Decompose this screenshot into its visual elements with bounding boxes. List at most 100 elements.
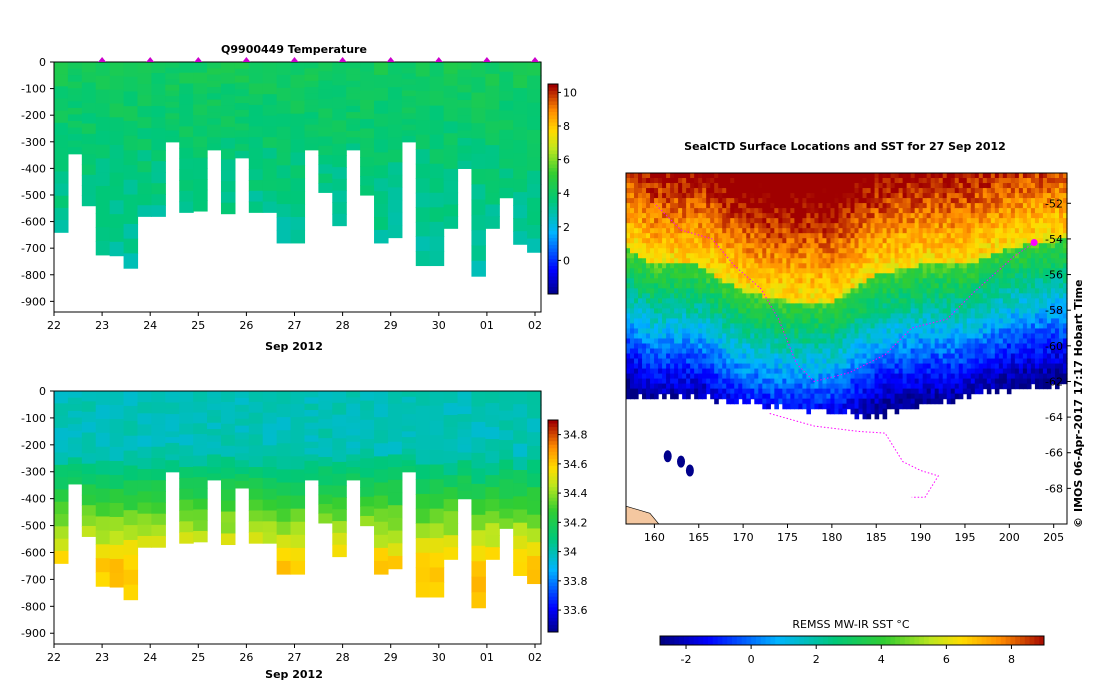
heat-cell <box>165 408 180 415</box>
sst-cell <box>922 208 928 214</box>
sst-cell <box>802 333 808 340</box>
sst-cell <box>722 173 727 179</box>
sst-cell <box>806 193 812 199</box>
sst-cell <box>934 283 940 289</box>
sst-cell <box>866 243 872 249</box>
heat-cell <box>290 152 306 166</box>
sst-cell <box>810 313 816 320</box>
sst-cell <box>922 328 928 335</box>
sst-cell <box>738 218 743 224</box>
heat-cell <box>290 404 306 418</box>
sst-cell <box>790 393 795 400</box>
sst-cell <box>834 223 840 229</box>
sst-cell <box>626 358 631 365</box>
heat-cell <box>401 391 417 398</box>
sst-cell <box>846 228 852 234</box>
heat-cell <box>318 475 333 486</box>
sst-cell <box>702 368 707 375</box>
sst-cell <box>918 278 924 284</box>
sst-cell <box>906 313 912 320</box>
sst-cell <box>754 323 759 330</box>
colorbar-cell <box>548 280 558 284</box>
sst-cell <box>762 213 767 219</box>
heat-cell <box>165 431 180 438</box>
sst-cell <box>714 278 719 284</box>
sst-cell <box>734 318 739 325</box>
sst-cell <box>934 173 940 179</box>
heat-cell <box>318 428 333 439</box>
sst-cell <box>662 303 667 309</box>
heat-cell <box>234 453 250 461</box>
sst-cell <box>642 243 647 249</box>
sst-cell <box>734 353 739 360</box>
sst-cell <box>810 183 816 189</box>
sst-cell <box>694 303 699 309</box>
sst-cell <box>666 283 671 289</box>
sst-cell <box>918 273 924 279</box>
sst-cell <box>770 183 775 189</box>
sst-cell <box>902 298 908 304</box>
sst-cell <box>694 368 699 375</box>
sst-cell <box>714 353 719 360</box>
heat-cell <box>123 391 139 407</box>
sst-cell <box>718 218 723 224</box>
heat-cell <box>248 401 264 414</box>
sst-cell <box>938 358 944 365</box>
sst-cell <box>690 253 695 259</box>
sst-cell <box>710 243 715 249</box>
sst-cell <box>794 403 799 410</box>
heat-cell <box>513 166 528 180</box>
sst-cell <box>806 353 812 360</box>
sst-cell <box>662 383 667 390</box>
heat-cell <box>54 134 69 148</box>
sst-cell <box>750 273 755 279</box>
sst-cell <box>902 188 908 194</box>
sst-cell <box>874 408 880 415</box>
sst-cell <box>762 398 767 405</box>
sst-cell <box>866 378 872 385</box>
sst-cell <box>670 183 675 189</box>
sst-cell <box>938 343 944 350</box>
heat-cell <box>109 516 125 532</box>
sst-cell <box>778 323 783 330</box>
sst-cell <box>918 178 924 184</box>
sst-cell <box>726 268 731 274</box>
heat-cell <box>151 139 166 151</box>
sst-cell <box>798 378 803 385</box>
sst-cell <box>686 253 691 259</box>
sst-cell <box>726 178 731 184</box>
sst-cell <box>906 298 912 304</box>
heat-cell <box>81 174 97 186</box>
sst-cell <box>894 213 900 219</box>
sst-cell <box>714 268 719 274</box>
heat-cell <box>262 391 278 403</box>
sst-cell <box>650 338 655 345</box>
x-tick-label: 29 <box>384 319 398 332</box>
heat-cell <box>360 99 375 111</box>
sst-cell <box>842 338 848 345</box>
sst-cell <box>818 308 824 314</box>
sst-cell <box>646 288 651 294</box>
heat-cell <box>248 72 264 85</box>
heat-cell <box>109 89 125 105</box>
sst-cell <box>806 233 812 239</box>
heat-cell <box>137 391 152 403</box>
sst-cell <box>766 188 771 194</box>
sst-cell <box>798 183 803 189</box>
sst-cell <box>874 403 880 410</box>
sst-cell <box>798 313 803 320</box>
sst-cell <box>790 358 795 365</box>
sst-cell <box>706 173 711 179</box>
sst-cell <box>782 223 787 229</box>
colorbar-cell <box>548 276 558 281</box>
sst-cell <box>718 173 723 179</box>
sst-cell <box>782 218 787 224</box>
heat-cell <box>457 391 473 400</box>
heat-cell <box>95 418 111 434</box>
heat-cell <box>123 179 139 196</box>
colorbar-cell <box>548 437 558 442</box>
heat-cell <box>485 451 500 464</box>
heat-cell <box>137 205 152 217</box>
sst-cell <box>754 198 759 204</box>
heat-cell <box>401 396 417 404</box>
